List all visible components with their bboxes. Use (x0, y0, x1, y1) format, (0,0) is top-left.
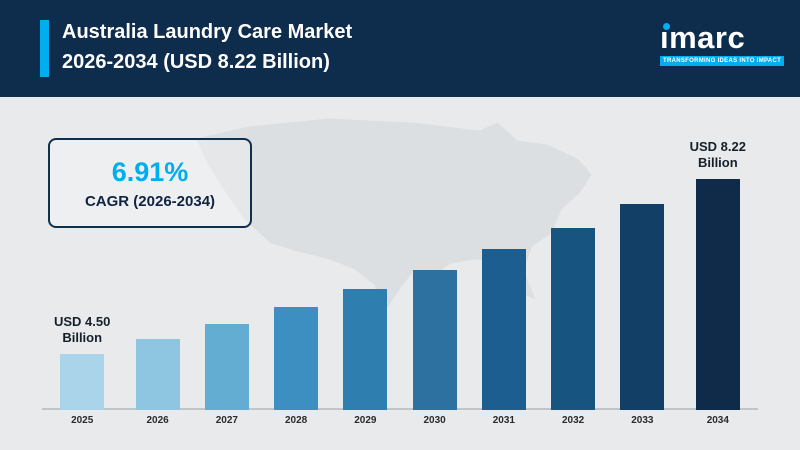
bar-2026 (135, 339, 180, 410)
x-tick-2027: 2027 (215, 415, 238, 426)
bar-2032 (551, 228, 596, 410)
logo-tagline: TRANSFORMING IDEAS INTO IMPACT (660, 56, 785, 66)
bar-column: 2031 (481, 249, 526, 426)
bar-column: 2028 (274, 307, 319, 426)
x-tick-2031: 2031 (492, 415, 515, 426)
x-tick-2028: 2028 (285, 415, 308, 426)
bars: USD 4.50 Billion 2025 2026 2027 2028 2029 2030 2… (48, 139, 752, 427)
x-tick-2029: 2029 (354, 415, 377, 426)
x-tick-2026: 2026 (146, 415, 169, 426)
title-accent-bar (40, 20, 49, 77)
bar-column: 2030 (412, 270, 457, 426)
x-tick-2034: 2034 (706, 415, 729, 426)
cagr-value: 6.91% (111, 156, 189, 187)
bar-2028 (274, 307, 319, 410)
bar-2027 (204, 324, 249, 410)
imarc-wordmark: ımarc (660, 22, 770, 53)
bar-column: 2032 (551, 228, 596, 426)
bar-2029 (343, 289, 388, 410)
first-bar-value-label: USD 4.50 Billion (54, 313, 111, 345)
bar-column: 2029 (343, 289, 388, 426)
x-axis-line (42, 408, 758, 410)
logo-i-dot (663, 23, 670, 30)
x-tick-2030: 2030 (423, 415, 446, 426)
x-tick-2032: 2032 (562, 415, 585, 426)
bar-2033 (620, 204, 665, 410)
bar-column: USD 4.50 Billion 2025 (54, 314, 110, 427)
header-band: Australia Laundry Care Market 2026-2034 … (0, 0, 800, 97)
x-tick-2025: 2025 (71, 415, 94, 426)
bar-chart: USD 4.50 Billion 2025 2026 2027 2028 2029 2030 2… (42, 139, 758, 427)
page-title-line1: Australia Laundry Care Market (62, 21, 353, 43)
page-title: Australia Laundry Care Market 2026-2034 … (62, 17, 352, 77)
x-tick-2033: 2033 (631, 415, 654, 426)
logo-text: ımarc (660, 20, 746, 55)
bar-column: USD 8.22 Billion 2034 (690, 139, 746, 427)
bar-column: 2027 (204, 324, 249, 426)
bar-2031 (481, 249, 526, 410)
bar-column: 2026 (135, 339, 180, 426)
bar-2034 (695, 179, 740, 410)
bar-2030 (412, 270, 457, 410)
cagr-label: CAGR (2026-2034) (84, 192, 216, 210)
page-title-line2: 2026-2034 (USD 8.22 Billion) (62, 51, 330, 73)
bar-column: 2033 (620, 204, 665, 426)
last-bar-value-label: USD 8.22 Billion (689, 138, 746, 170)
bar-2025 (60, 354, 105, 410)
cagr-callout-box: 6.91% CAGR (2026-2034) (48, 138, 252, 228)
imarc-logo: ımarc TRANSFORMING IDEAS INTO IMPACT (660, 22, 785, 66)
